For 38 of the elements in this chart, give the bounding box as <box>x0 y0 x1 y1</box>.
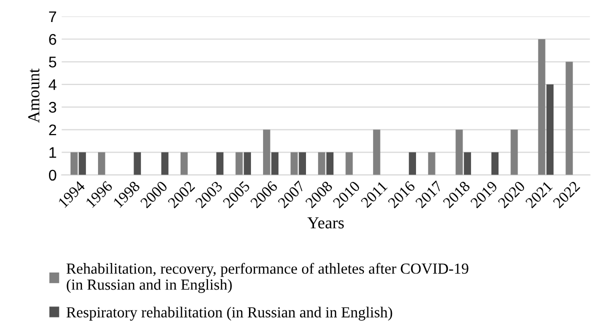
bar <box>538 39 546 175</box>
bar <box>134 152 141 175</box>
bar <box>464 152 472 175</box>
bar <box>318 152 326 175</box>
bar <box>161 152 168 175</box>
bar <box>236 152 243 175</box>
bar <box>298 152 306 175</box>
y-tick-label: 4 <box>48 79 56 90</box>
y-tick-label: 0 <box>48 170 56 181</box>
y-tick-label: 6 <box>49 34 56 45</box>
bar <box>346 152 353 175</box>
y-axis-title: Amount <box>28 68 40 123</box>
bar <box>70 152 78 175</box>
bar <box>244 152 251 175</box>
bar <box>98 152 106 175</box>
bar <box>456 130 463 175</box>
bar <box>180 152 188 175</box>
legend-label: Respiratory rehabilitation (in Russian and in English) <box>66 306 392 321</box>
bar <box>408 152 416 175</box>
bar <box>290 152 298 175</box>
bar <box>428 152 436 175</box>
bar <box>546 84 554 175</box>
bar <box>263 130 270 175</box>
bar <box>373 130 380 175</box>
bar <box>216 152 224 175</box>
bar <box>491 152 499 175</box>
bar <box>78 152 86 175</box>
bar <box>271 152 278 175</box>
bar <box>510 130 518 175</box>
y-tick-label: 2 <box>49 124 56 136</box>
bar <box>326 152 334 175</box>
x-axis-title: Years <box>307 217 344 228</box>
y-tick-label: 3 <box>48 102 56 113</box>
legend-label: Rehabilitation, recovery, performance of athletes after COVID-19 (in Russian and in English) <box>66 262 468 293</box>
y-tick-label: 5 <box>48 56 56 68</box>
bar <box>566 62 573 175</box>
y-tick-label: 7 <box>49 12 56 22</box>
y-tick-label: 1 <box>50 147 56 158</box>
